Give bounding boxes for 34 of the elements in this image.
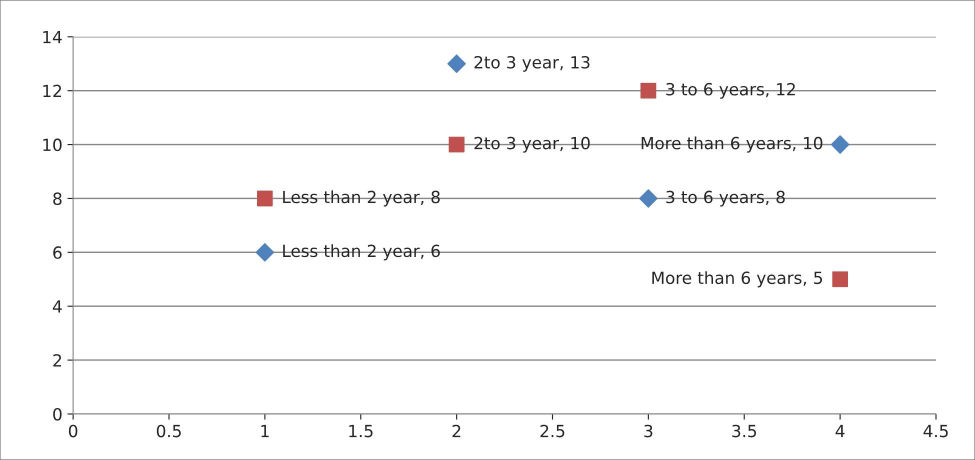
data-label: More than 6 years, 5: [652, 271, 822, 288]
data-label: Less than 2 year, 6: [283, 244, 440, 260]
y-tick-label: 6: [53, 246, 62, 259]
x-tick-label: 2.5: [540, 424, 564, 438]
data-label: More than 6 years, 10: [642, 136, 822, 153]
data-label: 2to 3 year, 13: [474, 56, 590, 72]
y-tick-label: 12: [43, 84, 62, 98]
x-tick-label: 0: [68, 424, 78, 438]
x-tick-label: 1: [261, 424, 269, 438]
data-label: 3 to 6 years, 12: [666, 82, 795, 99]
y-tick-label: 14: [43, 30, 62, 44]
point: [639, 189, 658, 208]
data-label: Less than 2 year, 8: [283, 190, 440, 207]
y-tick-label: 0: [53, 408, 62, 421]
x-tick-label: 4.5: [924, 424, 948, 438]
point: [256, 243, 274, 262]
x-tick-label: 2: [452, 424, 460, 438]
x-tick-label: 0.5: [156, 424, 181, 438]
y-tick-label: 2: [53, 354, 62, 366]
x-tick-label: 3.5: [732, 424, 756, 438]
data-label: 2to 3 year, 10: [474, 136, 590, 153]
y-tick-label: 10: [43, 138, 62, 152]
point: [832, 271, 848, 288]
point: [640, 82, 656, 99]
point: [448, 136, 464, 152]
x-tick-label: 1.5: [349, 424, 373, 438]
y-tick-label: 8: [53, 192, 62, 206]
y-tick-label: 4: [52, 300, 62, 313]
point: [830, 135, 850, 154]
data-label: 3 to 6 years, 8: [666, 190, 785, 207]
x-tick-label: 4: [836, 424, 844, 438]
point: [257, 190, 273, 206]
x-tick-label: 3: [644, 424, 652, 438]
point: [447, 54, 466, 74]
